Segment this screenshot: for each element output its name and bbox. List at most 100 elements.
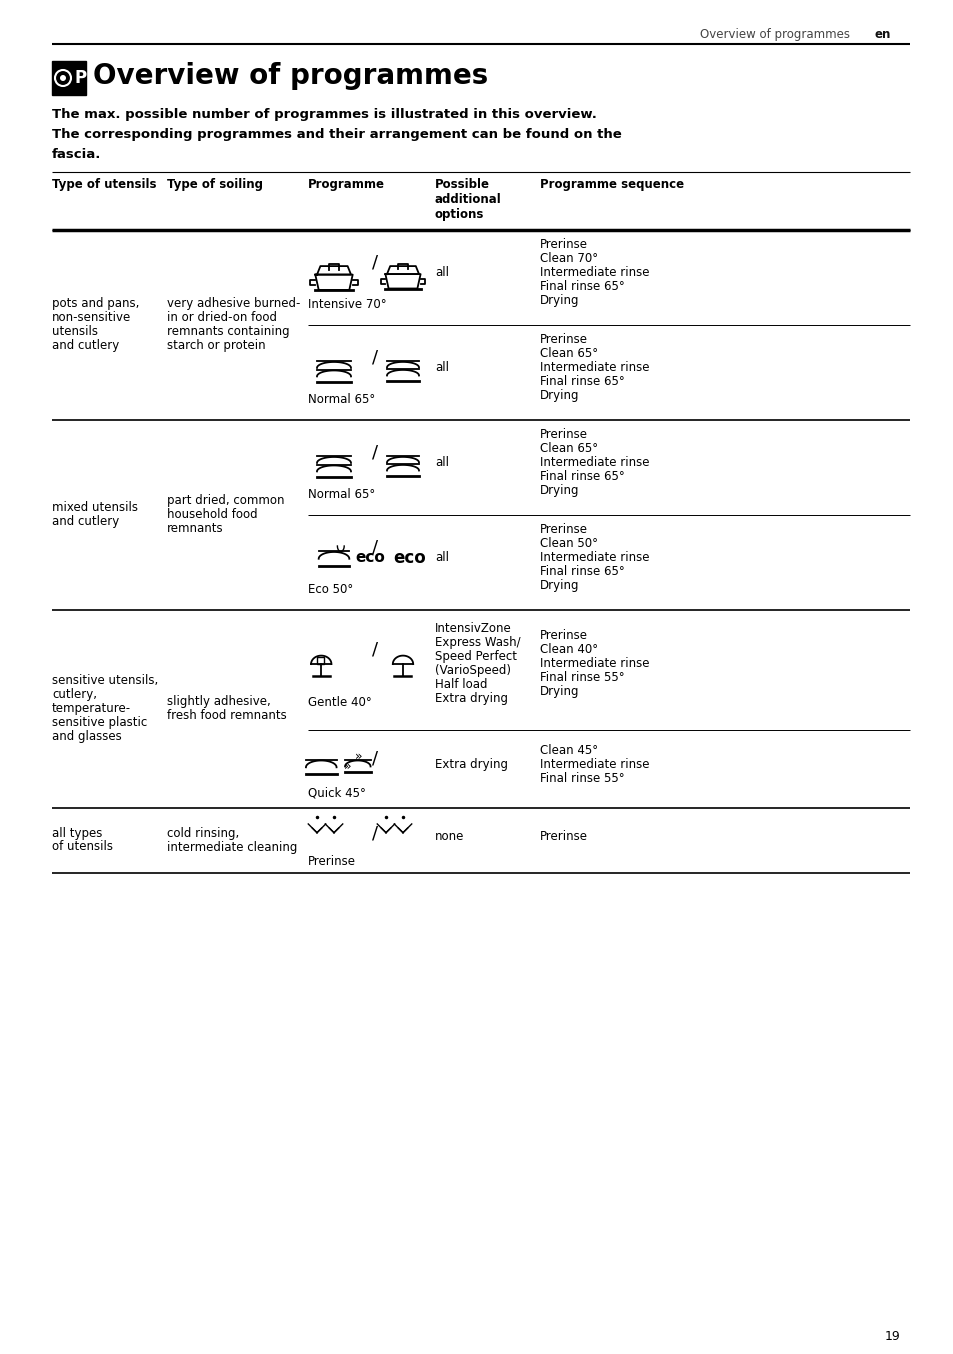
Text: Prerinse: Prerinse [539, 523, 587, 536]
Text: Drying: Drying [539, 389, 578, 402]
Text: Final rinse 65°: Final rinse 65° [539, 470, 624, 483]
Text: starch or protein: starch or protein [167, 338, 265, 352]
Text: Extra drying: Extra drying [435, 758, 507, 770]
Text: additional: additional [435, 194, 501, 206]
Text: Possible: Possible [435, 177, 490, 191]
Text: Type of soiling: Type of soiling [167, 177, 263, 191]
Text: Clean 40°: Clean 40° [539, 643, 598, 655]
Text: Overview of programmes: Overview of programmes [700, 28, 849, 41]
Text: 19: 19 [883, 1330, 899, 1343]
Text: Normal 65°: Normal 65° [308, 489, 375, 501]
Text: remnants containing: remnants containing [167, 325, 290, 338]
Text: Final rinse 65°: Final rinse 65° [539, 375, 624, 387]
Bar [316, 657, 323, 663]
Text: »: » [344, 760, 352, 773]
Text: very adhesive burned-: very adhesive burned- [167, 297, 300, 310]
Text: Quick 45°: Quick 45° [308, 787, 366, 799]
Text: none: none [435, 830, 464, 844]
Text: /: / [372, 444, 377, 462]
Text: Intermediate rinse: Intermediate rinse [539, 758, 649, 770]
Text: /: / [372, 539, 377, 556]
Text: in or dried-on food: in or dried-on food [167, 311, 276, 324]
Text: eco: eco [393, 548, 425, 567]
Text: Prerinse: Prerinse [308, 854, 355, 868]
Text: Final rinse 65°: Final rinse 65° [539, 565, 624, 578]
Text: The corresponding programmes and their arrangement can be found on the: The corresponding programmes and their a… [52, 129, 621, 141]
Text: en: en [874, 28, 890, 41]
Text: intermediate cleaning: intermediate cleaning [167, 841, 297, 853]
Text: Intensive 70°: Intensive 70° [308, 298, 386, 311]
Text: Drying: Drying [539, 483, 578, 497]
Text: P: P [75, 69, 87, 87]
Text: /: / [372, 253, 377, 272]
Text: temperature-: temperature- [52, 701, 131, 715]
Text: Prerinse: Prerinse [539, 238, 587, 250]
Text: Eco 50°: Eco 50° [308, 584, 353, 596]
Text: cold rinsing,: cold rinsing, [167, 826, 239, 839]
Text: Intermediate rinse: Intermediate rinse [539, 360, 649, 374]
Text: pots and pans,: pots and pans, [52, 297, 139, 310]
Text: /: / [372, 349, 377, 367]
Text: remnants: remnants [167, 523, 223, 535]
Text: Prerinse: Prerinse [539, 428, 587, 441]
Text: and glasses: and glasses [52, 730, 122, 743]
Text: sensitive utensils,: sensitive utensils, [52, 674, 158, 686]
Text: and cutlery: and cutlery [52, 338, 119, 352]
Text: all: all [435, 360, 449, 374]
Text: options: options [435, 209, 484, 221]
Text: Express Wash/: Express Wash/ [435, 636, 520, 649]
Text: sensitive plastic: sensitive plastic [52, 716, 147, 728]
Text: Prerinse: Prerinse [539, 333, 587, 345]
Text: Normal 65°: Normal 65° [308, 394, 375, 406]
Text: Type of utensils: Type of utensils [52, 177, 156, 191]
Text: all: all [435, 265, 449, 279]
Text: Intermediate rinse: Intermediate rinse [539, 265, 649, 279]
Text: Clean 70°: Clean 70° [539, 252, 598, 265]
Text: all types: all types [52, 826, 102, 839]
Circle shape [60, 74, 66, 81]
Text: Clean 65°: Clean 65° [539, 347, 598, 360]
Text: Intermediate rinse: Intermediate rinse [539, 551, 649, 563]
Text: Half load: Half load [435, 678, 487, 691]
Text: all: all [435, 551, 449, 563]
Text: eco: eco [355, 550, 385, 566]
Text: Prerinse: Prerinse [539, 630, 587, 642]
Text: household food: household food [167, 508, 257, 521]
Text: (VarioSpeed): (VarioSpeed) [435, 663, 511, 677]
Text: Final rinse 65°: Final rinse 65° [539, 280, 624, 292]
Text: Programme sequence: Programme sequence [539, 177, 683, 191]
Text: Intermediate rinse: Intermediate rinse [539, 456, 649, 468]
Text: Extra drying: Extra drying [435, 692, 507, 705]
Text: mixed utensils: mixed utensils [52, 501, 138, 515]
Text: /: / [372, 825, 377, 842]
Text: Drying: Drying [539, 685, 578, 699]
Text: IntensivZone: IntensivZone [435, 621, 511, 635]
Text: and cutlery: and cutlery [52, 515, 119, 528]
Bar [52, 61, 86, 95]
Text: Clean 45°: Clean 45° [539, 745, 598, 757]
Text: The max. possible number of programmes is illustrated in this overview.: The max. possible number of programmes i… [52, 108, 597, 121]
Text: utensils: utensils [52, 325, 98, 338]
Text: Speed Perfect: Speed Perfect [435, 650, 517, 663]
Text: Gentle 40°: Gentle 40° [308, 696, 372, 709]
Text: Intermediate rinse: Intermediate rinse [539, 657, 649, 670]
Text: Programme: Programme [308, 177, 385, 191]
Text: all: all [435, 456, 449, 468]
Text: »: » [354, 750, 361, 762]
Text: Drying: Drying [539, 294, 578, 307]
Text: fascia.: fascia. [52, 148, 101, 161]
Text: non-sensitive: non-sensitive [52, 311, 132, 324]
Text: Clean 50°: Clean 50° [539, 536, 598, 550]
Text: part dried, common: part dried, common [167, 494, 284, 506]
Text: Final rinse 55°: Final rinse 55° [539, 772, 624, 785]
Text: cutlery,: cutlery, [52, 688, 97, 701]
Text: slightly adhesive,: slightly adhesive, [167, 695, 271, 708]
Text: Final rinse 55°: Final rinse 55° [539, 672, 624, 684]
Text: Prerinse: Prerinse [539, 830, 587, 844]
Text: /: / [372, 750, 377, 768]
Text: /: / [372, 640, 377, 658]
Text: Drying: Drying [539, 578, 578, 592]
Text: Overview of programmes: Overview of programmes [92, 62, 488, 89]
Text: fresh food remnants: fresh food remnants [167, 709, 287, 722]
Text: of utensils: of utensils [52, 841, 112, 853]
